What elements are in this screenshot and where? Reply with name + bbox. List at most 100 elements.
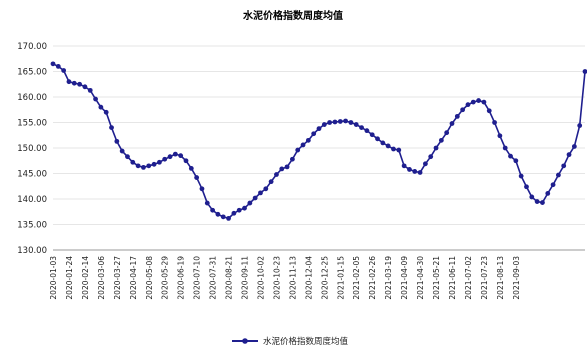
data-point: [375, 136, 380, 142]
data-point: [316, 126, 322, 132]
series-line: [52, 63, 586, 220]
x-tick-label: 2021-09-03: [512, 256, 521, 300]
data-point: [327, 120, 333, 125]
x-tick-label: 2020-05-29: [161, 256, 170, 300]
data-point: [359, 125, 364, 130]
x-tick-label: 2021-07-02: [464, 256, 473, 300]
data-point: [284, 164, 290, 170]
x-tick-label: 2021-07-23: [480, 256, 489, 300]
data-point: [369, 132, 375, 138]
x-tick-label: 2020-08-21: [225, 256, 234, 300]
data-point: [300, 142, 306, 148]
data-point: [55, 64, 61, 69]
data-point: [135, 163, 141, 169]
x-tick-label: 2020-10-02: [256, 256, 265, 300]
data-point: [141, 164, 146, 170]
data-point: [476, 98, 481, 103]
x-tick-label: 2021-08-13: [496, 256, 505, 300]
data-point: [348, 120, 354, 125]
x-tick-label: 2020-05-08: [145, 256, 154, 300]
y-tick-label: 150.00: [17, 144, 47, 154]
data-point: [215, 211, 221, 217]
data-point: [492, 120, 497, 125]
data-point: [524, 184, 529, 190]
data-point: [87, 87, 93, 93]
x-tick-label: 2021-04-09: [400, 256, 409, 300]
data-point: [497, 133, 503, 139]
data-point: [534, 199, 540, 204]
data-point: [199, 186, 205, 192]
data-point: [332, 119, 338, 125]
data-point: [61, 68, 67, 73]
data-point: [556, 172, 561, 178]
chart-title: 水泥价格指数周度均值: [242, 9, 343, 22]
data-point: [380, 140, 386, 146]
data-point: [305, 137, 311, 143]
data-point: [157, 159, 162, 165]
x-tick-label: 2020-02-14: [81, 256, 90, 300]
data-point: [391, 146, 396, 152]
data-point: [513, 158, 519, 164]
x-tick-label: 2020-09-11: [241, 256, 250, 300]
data-point: [77, 81, 82, 87]
data-point: [460, 107, 466, 113]
data-point: [518, 173, 524, 179]
data-point: [433, 145, 439, 151]
legend: 水泥价格指数周度均值: [232, 336, 349, 347]
data-point: [337, 119, 343, 124]
data-point: [66, 79, 72, 85]
data-point: [343, 118, 348, 124]
x-tick-label: 2020-03-06: [97, 256, 106, 300]
data-point: [114, 138, 120, 144]
data-point: [226, 215, 231, 221]
x-tick-label: 2021-05-21: [432, 256, 441, 300]
y-tick-label: 130.00: [17, 246, 47, 256]
x-tick-label: 2020-03-27: [113, 256, 122, 300]
data-point: [550, 182, 556, 188]
y-tick-label: 165.00: [17, 68, 47, 78]
data-point: [231, 210, 237, 216]
x-tick-label: 2021-02-26: [368, 256, 377, 300]
data-point: [508, 153, 513, 159]
x-tick-label: 2020-07-10: [193, 256, 202, 300]
data-point: [263, 186, 269, 192]
data-point: [109, 125, 114, 130]
data-point: [364, 128, 370, 134]
x-tick-label: 2020-12-04: [304, 256, 313, 300]
data-point: [162, 156, 168, 162]
data-point: [178, 153, 184, 159]
data-point: [438, 137, 444, 143]
y-tick-label: 170.00: [17, 42, 47, 52]
data-point: [98, 104, 104, 110]
data-point: [423, 161, 428, 167]
data-point: [295, 147, 301, 153]
data-point: [252, 195, 258, 201]
data-point: [194, 175, 200, 180]
data-point: [502, 145, 508, 151]
data-point: [279, 166, 285, 172]
data-point: [540, 200, 545, 205]
data-point: [417, 170, 423, 175]
x-tick-label: 2021-06-11: [448, 256, 457, 300]
data-point: [311, 131, 317, 137]
x-tick-label: 2020-01-24: [65, 256, 74, 300]
data-point: [125, 154, 130, 160]
data-point: [444, 130, 450, 136]
data-point: [465, 102, 471, 108]
data-point: [470, 99, 476, 105]
data-point: [220, 214, 226, 220]
x-tick-label: 2021-01-15: [336, 256, 345, 300]
data-point: [481, 99, 487, 105]
data-point: [130, 159, 136, 165]
data-point: [571, 144, 577, 149]
y-tick-label: 160.00: [17, 93, 47, 103]
data-point: [396, 147, 402, 153]
data-point: [407, 167, 412, 172]
data-point: [401, 163, 407, 169]
data-point: [268, 179, 274, 185]
y-tick-label: 135.00: [17, 221, 47, 231]
data-point: [236, 207, 242, 213]
data-point: [290, 156, 295, 162]
x-tick-label: 2020-12-25: [320, 256, 329, 300]
